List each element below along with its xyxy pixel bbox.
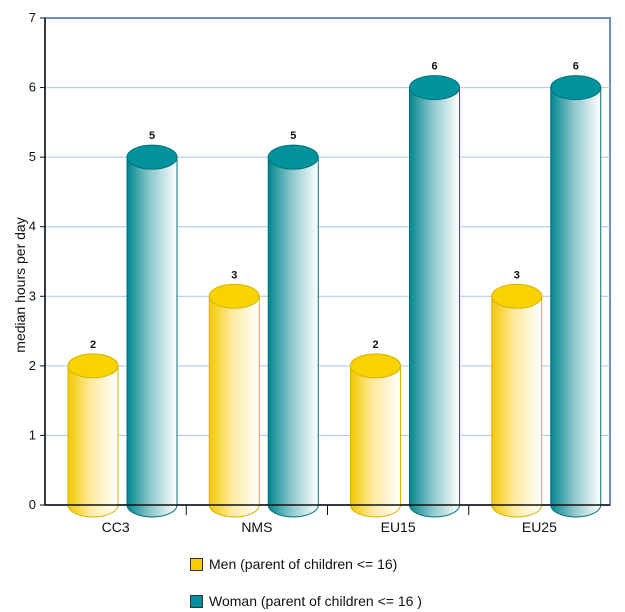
bar-men-nms: 3 (208, 269, 260, 518)
x-tick-label-eu25: EU25 (522, 519, 557, 535)
bar-cap-woman-nms (267, 144, 319, 170)
bar-men-eu25: 3 (491, 269, 543, 518)
data-label-men-eu15: 2 (372, 339, 378, 351)
bar-men-cc3: 2 (67, 339, 119, 518)
legend-item-woman: Woman (parent of children <= 16 ) (190, 593, 590, 609)
bar-cap-woman-eu15 (409, 75, 460, 101)
data-label-men-nms: 3 (231, 269, 237, 281)
y-tick-label-5: 5 (29, 149, 36, 164)
y-tick-label-4: 4 (29, 219, 36, 234)
y-tick-label-1: 1 (29, 427, 36, 442)
bar-woman-eu25: 6 (550, 61, 602, 518)
bar-men-eu15: 2 (350, 339, 401, 518)
y-tick-label-6: 6 (29, 80, 36, 95)
data-label-woman-eu25: 6 (573, 61, 579, 73)
data-label-woman-eu15: 6 (431, 61, 437, 73)
data-label-woman-cc3: 5 (149, 130, 155, 142)
y-tick-label-0: 0 (29, 497, 36, 512)
bar-woman-nms: 5 (267, 130, 319, 518)
y-tick-label-3: 3 (29, 288, 36, 303)
bar-cap-woman-cc3 (126, 144, 178, 170)
bar-body-woman-eu25 (550, 87, 602, 518)
bar-body-men-nms (208, 295, 260, 518)
bar-body-men-eu25 (491, 295, 543, 518)
chart: 2 3 2 3 5 5 6 6 0 1 2 3 4 5 6 7 CC3 NMS EU15 EU25 median h… (12, 10, 611, 535)
data-label-men-cc3: 2 (90, 339, 96, 351)
x-tick-label-nms: NMS (241, 519, 272, 535)
x-tick-label-eu15: EU15 (381, 519, 416, 535)
legend-label-men: Men (parent of children <= 16) (209, 556, 398, 572)
bar-cap-men-nms (208, 283, 260, 309)
bar-cap-men-eu15 (350, 353, 401, 379)
data-label-men-eu25: 3 (514, 269, 520, 281)
legend-swatch-woman (190, 594, 203, 608)
legend-label-woman: Woman (parent of children <= 16 ) (209, 593, 422, 609)
bar-body-woman-cc3 (126, 156, 178, 518)
legend-item-men: Men (parent of children <= 16) (190, 556, 590, 572)
bar-cap-woman-eu25 (550, 75, 602, 101)
legend-swatch-men (190, 557, 203, 571)
x-tick-label-cc3: CC3 (102, 519, 130, 535)
bar-body-woman-nms (267, 156, 319, 518)
y-tick-label-7: 7 (29, 10, 36, 25)
bar-body-men-cc3 (67, 365, 119, 518)
data-label-woman-nms: 5 (290, 130, 296, 142)
bar-cap-men-cc3 (67, 353, 119, 379)
bar-body-men-eu15 (350, 365, 401, 518)
bar-woman-cc3: 5 (126, 130, 178, 518)
bar-cap-men-eu25 (491, 283, 543, 309)
y-axis-label: median hours per day (12, 217, 28, 352)
y-tick-label-2: 2 (29, 358, 36, 373)
bar-body-woman-eu15 (409, 87, 460, 518)
bar-woman-eu15: 6 (409, 61, 460, 518)
